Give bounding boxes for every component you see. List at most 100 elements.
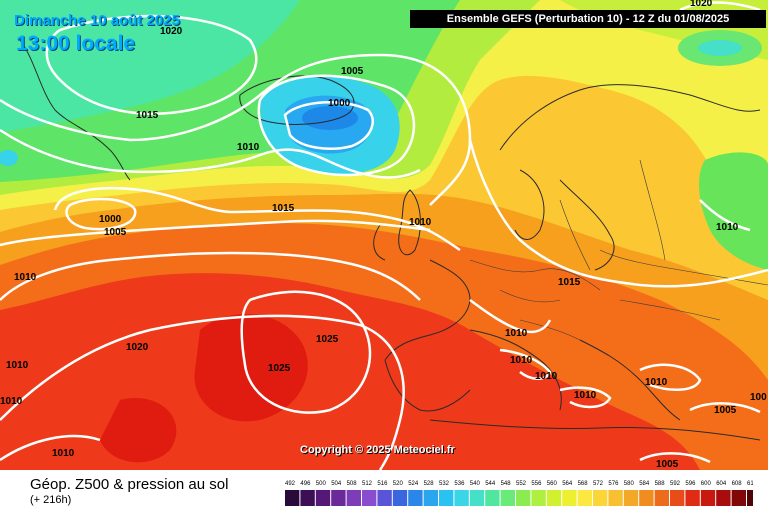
isobar-label: 1015 (272, 203, 295, 214)
border-5 (619, 299, 721, 321)
isobar-1010-med (559, 386, 612, 409)
isobar-label: 1010 (0, 396, 23, 407)
z500-field-cyan-ne (698, 40, 742, 56)
isobar-1025 (240, 290, 372, 414)
isobar-1020-ne (679, 1, 761, 12)
border-7 (639, 159, 666, 261)
legend-swatch (608, 490, 623, 506)
border-6 (559, 199, 591, 271)
legend-swatch (408, 490, 423, 506)
map-canvas: 1020 1015 1010 1005 1000 1010 1015 1000 … (0, 0, 768, 470)
weather-map: 1020 1015 1010 1005 1000 1010 1015 1000 … (0, 0, 768, 470)
legend-swatch (454, 490, 469, 506)
norway-coast (514, 169, 545, 240)
isobar-1005-east (689, 402, 761, 414)
legend-swatch (747, 490, 753, 506)
legend-swatch (593, 490, 608, 506)
lead-time: (+ 216h) (30, 494, 72, 506)
isobar-label: 1010 (574, 390, 597, 401)
border-3 (519, 319, 581, 341)
legend-tick-label: 496 (300, 481, 311, 487)
legend-tick-label: 596 (685, 481, 696, 487)
legend-tick-label: 540 (470, 481, 481, 487)
legend-tick-label: 512 (362, 481, 373, 487)
z500-low-core (302, 106, 358, 130)
isobar-1020-sw (0, 434, 101, 462)
legend-tick-label: 536 (454, 481, 465, 487)
ireland-coast (373, 224, 386, 261)
legend-swatch (331, 490, 346, 506)
isobar-1015-europe (468, 139, 768, 288)
legend-swatch (315, 490, 331, 506)
legend-swatch (531, 490, 546, 506)
legend-tick-label: 608 (732, 481, 743, 487)
isobar-label: 1025 (316, 334, 339, 345)
isobars (0, 1, 768, 470)
legend-swatch (623, 490, 639, 506)
isobar-label: 1010 (52, 448, 75, 459)
legend-tick-label: 580 (624, 481, 635, 487)
isobar-label: 1005 (341, 66, 364, 77)
coastlines (19, 39, 761, 441)
legend-tick-label: 584 (639, 481, 650, 487)
legend-swatch (485, 490, 500, 506)
legend-tick-label: 604 (716, 481, 727, 487)
isobar-1015-mid (0, 251, 421, 301)
legend-swatch (377, 490, 392, 506)
isobar-1010-greece (639, 363, 702, 391)
isobar-label: 1015 (558, 277, 581, 288)
legend-swatch (439, 490, 454, 506)
legend-tick-label: 564 (562, 481, 573, 487)
map-footer: Géop. Z500 & pression au sol (+ 216h) 49… (0, 470, 768, 512)
isobar-1005-south (639, 452, 711, 464)
legend-swatch (546, 490, 562, 506)
legend-swatch (346, 490, 361, 506)
balkans-coast (579, 339, 681, 421)
legend-tick-label: 544 (485, 481, 496, 487)
isobar-label: 1020 (690, 0, 713, 9)
forecast-date: Dimanche 10 août 2025 (14, 12, 180, 29)
color-legend: 492 496 500 504 508 512 516 520 524 528 532 536 540 5… (285, 481, 753, 506)
legend-tick-label: 532 (439, 481, 450, 487)
legend-swatch (639, 490, 654, 506)
border-2 (499, 289, 561, 303)
isobar-label: 1000 (99, 214, 122, 225)
british-isles-coast (398, 189, 421, 256)
north-africa-coast (429, 419, 761, 441)
isobar-label: 1025 (268, 363, 291, 374)
legend-tick-label: 504 (331, 481, 342, 487)
isobar-1010-band (0, 219, 431, 247)
legend-tick-label: 524 (408, 481, 419, 487)
isobar-1010-france (469, 298, 552, 334)
legend-tick-label: 600 (701, 481, 712, 487)
borders (469, 159, 768, 341)
border-4 (599, 249, 768, 286)
legend-swatch (392, 490, 408, 506)
legend-swatch (700, 490, 716, 506)
legend-tick-label: 560 (547, 481, 558, 487)
isobar-label: 1005 (656, 459, 679, 470)
isobar-1020-north (45, 14, 258, 115)
isobar-label: 1020 (160, 26, 183, 37)
product-title: Géop. Z500 & pression au sol (30, 476, 229, 493)
border-1 (469, 259, 601, 291)
legend-swatch (562, 490, 577, 506)
italy-coast (469, 329, 562, 411)
legend-tick-label: 552 (516, 481, 527, 487)
legend-swatch (654, 490, 669, 506)
isobar-label: 1010 (14, 272, 37, 283)
legend-tick-label: 500 (316, 481, 327, 487)
legend-tick-label: 612 (747, 481, 753, 487)
legend-swatch (577, 490, 592, 506)
legend-swatch (285, 490, 300, 506)
isobar-label: 1020 (126, 342, 149, 353)
isobar-label: 1015 (136, 110, 159, 121)
legend-tick-label: 508 (347, 481, 358, 487)
isobar-label: 1010 (409, 217, 432, 228)
legend-swatch (685, 490, 700, 506)
legend-swatch (423, 490, 438, 506)
isobar-label: 1010 (237, 142, 260, 153)
legend-tick-label: 592 (670, 481, 681, 487)
legend-tick-label: 516 (377, 481, 388, 487)
isobar-1005-band (53, 186, 461, 252)
